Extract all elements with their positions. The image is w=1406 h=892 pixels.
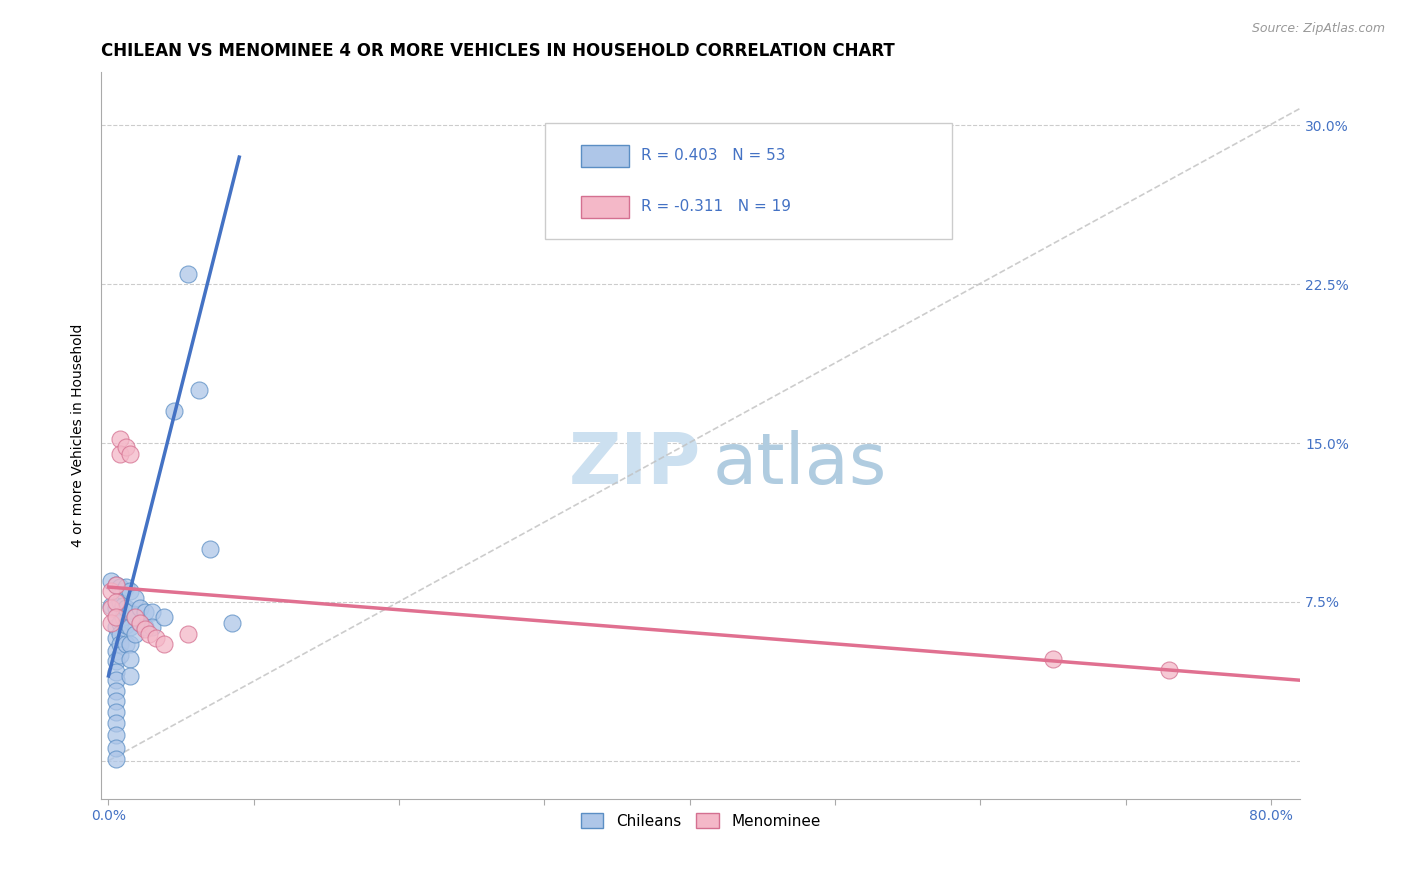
Point <box>104 715 127 730</box>
Point <box>138 626 160 640</box>
Point <box>120 584 142 599</box>
Point <box>115 601 138 615</box>
Point <box>152 609 174 624</box>
Point <box>104 601 127 615</box>
Bar <box>581 145 628 167</box>
Point <box>108 432 131 446</box>
Point <box>120 620 142 634</box>
Point <box>104 609 127 624</box>
Point <box>108 615 131 630</box>
Point <box>120 669 142 683</box>
Point <box>141 620 163 634</box>
Point <box>124 609 146 624</box>
Point <box>104 620 127 634</box>
Point <box>104 631 127 645</box>
Point <box>145 631 167 645</box>
Point <box>115 440 138 454</box>
Point <box>104 694 127 708</box>
Point <box>1159 663 1181 677</box>
Point <box>200 541 222 556</box>
Point <box>134 620 156 634</box>
Point <box>100 599 122 613</box>
Point <box>100 574 122 588</box>
Text: R = -0.311   N = 19: R = -0.311 N = 19 <box>641 199 790 214</box>
Point <box>108 606 131 620</box>
Point <box>124 626 146 640</box>
Point <box>115 618 138 632</box>
Point <box>104 683 127 698</box>
Point <box>129 615 152 630</box>
Point <box>104 578 127 592</box>
Point <box>115 580 138 594</box>
FancyBboxPatch shape <box>544 123 952 239</box>
Point <box>104 578 127 592</box>
Point <box>120 652 142 666</box>
Point <box>141 606 163 620</box>
Point <box>111 609 134 624</box>
Point <box>104 673 127 688</box>
Point <box>111 584 134 599</box>
Point <box>152 637 174 651</box>
Point <box>108 626 131 640</box>
Point <box>111 599 134 613</box>
Text: R = 0.403   N = 53: R = 0.403 N = 53 <box>641 148 785 163</box>
Point <box>104 654 127 668</box>
Point <box>134 623 156 637</box>
Text: CHILEAN VS MENOMINEE 4 OR MORE VEHICLES IN HOUSEHOLD CORRELATION CHART: CHILEAN VS MENOMINEE 4 OR MORE VEHICLES … <box>101 42 896 60</box>
Point <box>104 741 127 756</box>
Point <box>104 665 127 679</box>
Point <box>124 609 146 624</box>
Point <box>115 637 138 651</box>
Point <box>100 615 122 630</box>
Point <box>129 615 152 630</box>
Point <box>104 643 127 657</box>
Bar <box>581 196 628 218</box>
Point <box>120 447 142 461</box>
Point <box>221 615 243 630</box>
Point <box>100 584 122 599</box>
Point <box>187 383 209 397</box>
Point <box>108 595 131 609</box>
Point <box>104 705 127 719</box>
Point <box>124 591 146 605</box>
Point <box>108 648 131 662</box>
Point <box>104 751 127 765</box>
Text: Source: ZipAtlas.com: Source: ZipAtlas.com <box>1251 22 1385 36</box>
Point <box>177 267 200 281</box>
Point <box>177 626 200 640</box>
Point <box>104 609 127 624</box>
Point <box>108 447 131 461</box>
Point <box>120 637 142 651</box>
Legend: Chileans, Menominee: Chileans, Menominee <box>575 806 827 835</box>
Point <box>120 606 142 620</box>
Text: ZIP: ZIP <box>568 430 700 500</box>
Point <box>134 606 156 620</box>
Point <box>163 404 186 418</box>
Text: atlas: atlas <box>713 430 887 500</box>
Point <box>108 637 131 651</box>
Point <box>129 601 152 615</box>
Point <box>108 580 131 594</box>
Point <box>100 601 122 615</box>
Point <box>104 595 127 609</box>
Point <box>1042 652 1064 666</box>
Y-axis label: 4 or more Vehicles in Household: 4 or more Vehicles in Household <box>72 324 86 548</box>
Point <box>104 728 127 742</box>
